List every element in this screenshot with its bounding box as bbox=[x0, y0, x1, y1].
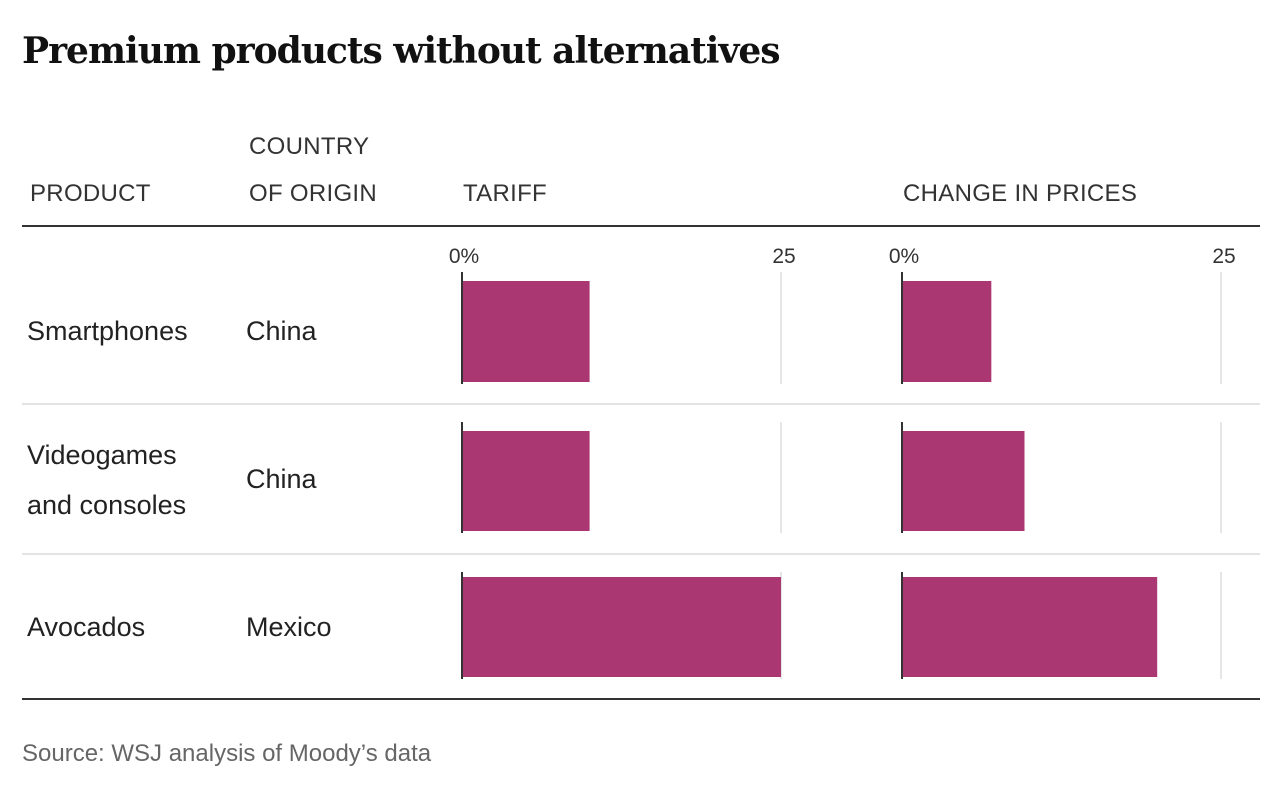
product-cell: Videogames and consoles bbox=[27, 430, 186, 530]
axis-tick-label: 0% bbox=[889, 245, 919, 268]
product-cell: Avocados bbox=[27, 602, 145, 652]
header-change-in-prices: CHANGE IN PRICES bbox=[903, 180, 1138, 207]
header-country-of-origin: COUNTRY OF ORIGIN bbox=[249, 123, 377, 217]
source-note: Source: WSJ analysis of Moody’s data bbox=[22, 740, 432, 767]
origin-cell: Mexico bbox=[246, 612, 332, 642]
axis-tick-label: 0% bbox=[449, 245, 479, 268]
bar bbox=[902, 577, 1158, 677]
product-name: Smartphones bbox=[27, 316, 188, 346]
header-rule bbox=[22, 225, 1260, 227]
header-origin-line2: OF ORIGIN bbox=[249, 180, 378, 207]
bar bbox=[462, 431, 590, 531]
bar bbox=[902, 281, 992, 382]
bottom-rule bbox=[22, 698, 1260, 700]
header-tariff: TARIFF bbox=[463, 180, 548, 207]
row-separator bbox=[22, 403, 1260, 405]
origin-cell: China bbox=[246, 464, 317, 494]
header-origin-line1: COUNTRY bbox=[249, 133, 370, 160]
product-cell: Smartphones bbox=[27, 306, 188, 356]
axis-tick-label: 25 bbox=[1212, 245, 1235, 268]
origin-cell: China bbox=[246, 316, 317, 346]
product-name: Avocados bbox=[27, 612, 146, 642]
bar bbox=[462, 577, 781, 677]
product-name-line2: and consoles bbox=[27, 490, 187, 520]
bar bbox=[462, 281, 590, 382]
product-name: Videogames bbox=[27, 440, 177, 470]
row-separator bbox=[22, 553, 1260, 555]
header-product: PRODUCT bbox=[30, 180, 151, 207]
bar bbox=[902, 431, 1025, 531]
axis-tick-label: 25 bbox=[772, 245, 795, 268]
chart-title: Premium products without alternatives bbox=[22, 30, 781, 72]
